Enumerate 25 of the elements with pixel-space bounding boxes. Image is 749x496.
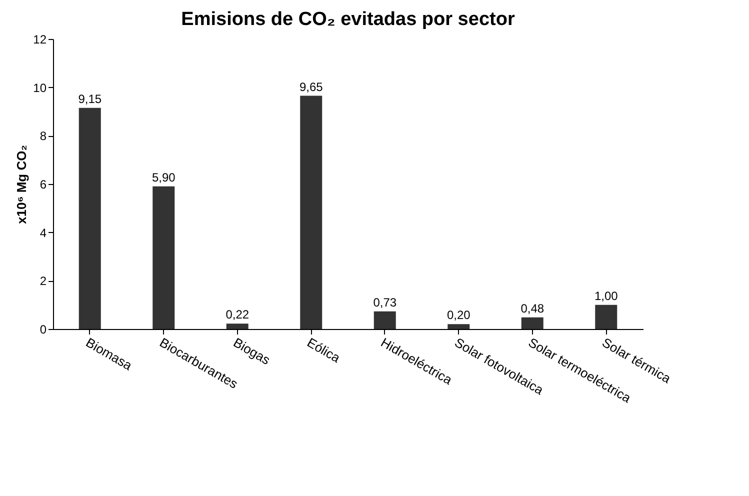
bar <box>595 304 618 329</box>
y-tick-label: 2 <box>40 274 47 288</box>
y-tick-label: 6 <box>40 178 47 192</box>
data-label: 0,20 <box>446 308 471 322</box>
data-label: 0,73 <box>373 295 397 310</box>
data-label: 5,90 <box>152 170 176 184</box>
y-axis-title: x10⁶ Mg CO₂ <box>14 144 30 224</box>
bar <box>448 324 470 329</box>
bar <box>152 186 175 329</box>
bar <box>374 311 396 329</box>
data-label: 0,22 <box>226 308 250 322</box>
y-tick-label: 10 <box>33 80 47 95</box>
bar <box>78 108 101 329</box>
y-tick-label: 4 <box>40 226 47 240</box>
chart-title: Emisions de CO₂ evitadas por sector <box>181 9 516 30</box>
data-label: 9,65 <box>299 80 324 94</box>
y-tick-label: 12 <box>33 32 47 46</box>
bar <box>521 317 544 329</box>
bar <box>300 96 322 329</box>
data-label: 0,48 <box>520 301 544 316</box>
bar <box>226 324 248 329</box>
data-label: 1,00 <box>594 288 618 303</box>
y-tick-label: 8 <box>40 129 47 144</box>
data-label: 9,15 <box>78 92 102 106</box>
y-tick-label: 0 <box>40 322 47 336</box>
